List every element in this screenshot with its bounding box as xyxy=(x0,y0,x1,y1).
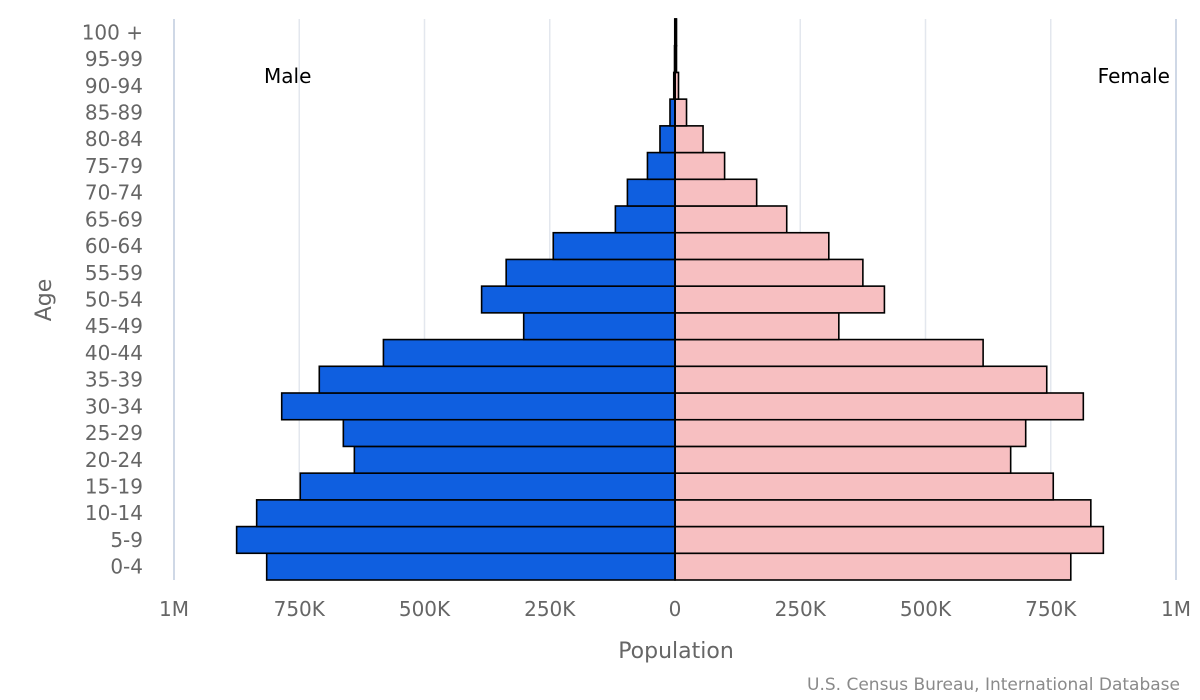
y-tick-label: 30-34 xyxy=(85,394,143,418)
y-tick-label: 80-84 xyxy=(85,127,143,151)
female-bar-75-79[interactable] xyxy=(674,151,726,181)
bars xyxy=(235,18,1105,581)
male-bar-15-19[interactable] xyxy=(299,472,676,501)
y-tick-label: 25-29 xyxy=(85,421,143,445)
x-tick-label: 1M xyxy=(1161,597,1191,621)
female-bar-80-84[interactable] xyxy=(674,125,704,154)
female-bar-20-24[interactable] xyxy=(674,445,1012,474)
y-tick-label: 75-79 xyxy=(85,154,143,178)
y-tick-label: 95-99 xyxy=(85,47,143,71)
y-tick-label: 55-59 xyxy=(85,261,143,285)
female-bar-70-74[interactable] xyxy=(674,178,758,207)
male-bar-5-9[interactable] xyxy=(235,525,676,555)
y-tick-label: 85-89 xyxy=(85,101,143,125)
female-bar-10-14[interactable] xyxy=(674,499,1092,528)
female-label: Female xyxy=(1098,64,1170,88)
x-axis-tick-labels: 1M 750K 500K 250K 0 250K 500K 750K 1M xyxy=(159,597,1191,621)
y-tick-label: 45-49 xyxy=(85,314,143,338)
female-bar-60-64[interactable] xyxy=(674,231,830,261)
male-bar-20-24[interactable] xyxy=(353,445,676,474)
male-bar-35-39[interactable] xyxy=(318,365,676,394)
x-tick-label: 750K xyxy=(274,597,326,621)
male-bar-65-69[interactable] xyxy=(614,205,676,234)
x-tick-label: 1M xyxy=(159,597,189,621)
male-label: Male xyxy=(264,64,311,88)
male-bar-45-49[interactable] xyxy=(522,312,676,341)
male-bar-75-79[interactable] xyxy=(646,151,676,181)
male-bar-10-14[interactable] xyxy=(255,499,676,528)
y-tick-label: 90-94 xyxy=(85,74,143,98)
female-bar-40-44[interactable] xyxy=(674,338,984,368)
x-tick-label: 250K xyxy=(524,597,576,621)
y-tick-label: 65-69 xyxy=(85,207,143,231)
male-bar-40-44[interactable] xyxy=(382,338,676,368)
y-tick-label: 100 + xyxy=(82,20,143,44)
male-bar-80-84[interactable] xyxy=(659,125,676,154)
x-tick-label: 500K xyxy=(900,597,952,621)
female-bar-65-69[interactable] xyxy=(674,205,788,234)
y-tick-label: 35-39 xyxy=(85,368,143,392)
female-bar-30-34[interactable] xyxy=(674,392,1085,421)
source-credit: U.S. Census Bureau, International Databa… xyxy=(807,675,1180,695)
x-tick-label: 500K xyxy=(399,597,451,621)
x-tick-label: 0 xyxy=(669,597,682,621)
male-bar-70-74[interactable] xyxy=(626,178,676,207)
y-axis-title: Age xyxy=(32,279,57,322)
y-tick-label: 40-44 xyxy=(85,341,143,365)
male-bar-60-64[interactable] xyxy=(552,231,676,261)
male-bar-25-29[interactable] xyxy=(342,418,676,448)
male-bar-50-54[interactable] xyxy=(480,285,676,314)
female-bar-25-29[interactable] xyxy=(674,418,1027,448)
female-bar-50-54[interactable] xyxy=(674,285,886,314)
female-bar-85-89[interactable] xyxy=(674,98,688,127)
y-tick-label: 0-4 xyxy=(110,555,143,579)
x-axis-title: Population xyxy=(618,639,734,664)
x-tick-label: 250K xyxy=(775,597,827,621)
male-bar-0-4[interactable] xyxy=(265,552,676,581)
x-tick-label: 750K xyxy=(1025,597,1077,621)
y-tick-label: 5-9 xyxy=(110,528,143,552)
male-bar-30-34[interactable] xyxy=(280,392,676,421)
female-bar-55-59[interactable] xyxy=(674,258,864,287)
female-bar-0-4[interactable] xyxy=(674,552,1072,581)
y-tick-label: 15-19 xyxy=(85,475,143,499)
y-tick-label: 10-14 xyxy=(85,501,143,525)
y-tick-label: 20-24 xyxy=(85,448,143,472)
y-tick-label: 70-74 xyxy=(85,181,143,205)
male-bar-55-59[interactable] xyxy=(505,258,676,287)
female-bar-5-9[interactable] xyxy=(674,525,1105,555)
female-bar-35-39[interactable] xyxy=(674,365,1048,394)
female-bar-45-49[interactable] xyxy=(674,312,840,341)
female-bar-15-19[interactable] xyxy=(674,472,1055,501)
y-tick-label: 60-64 xyxy=(85,234,143,258)
y-tick-label: 50-54 xyxy=(85,288,143,312)
